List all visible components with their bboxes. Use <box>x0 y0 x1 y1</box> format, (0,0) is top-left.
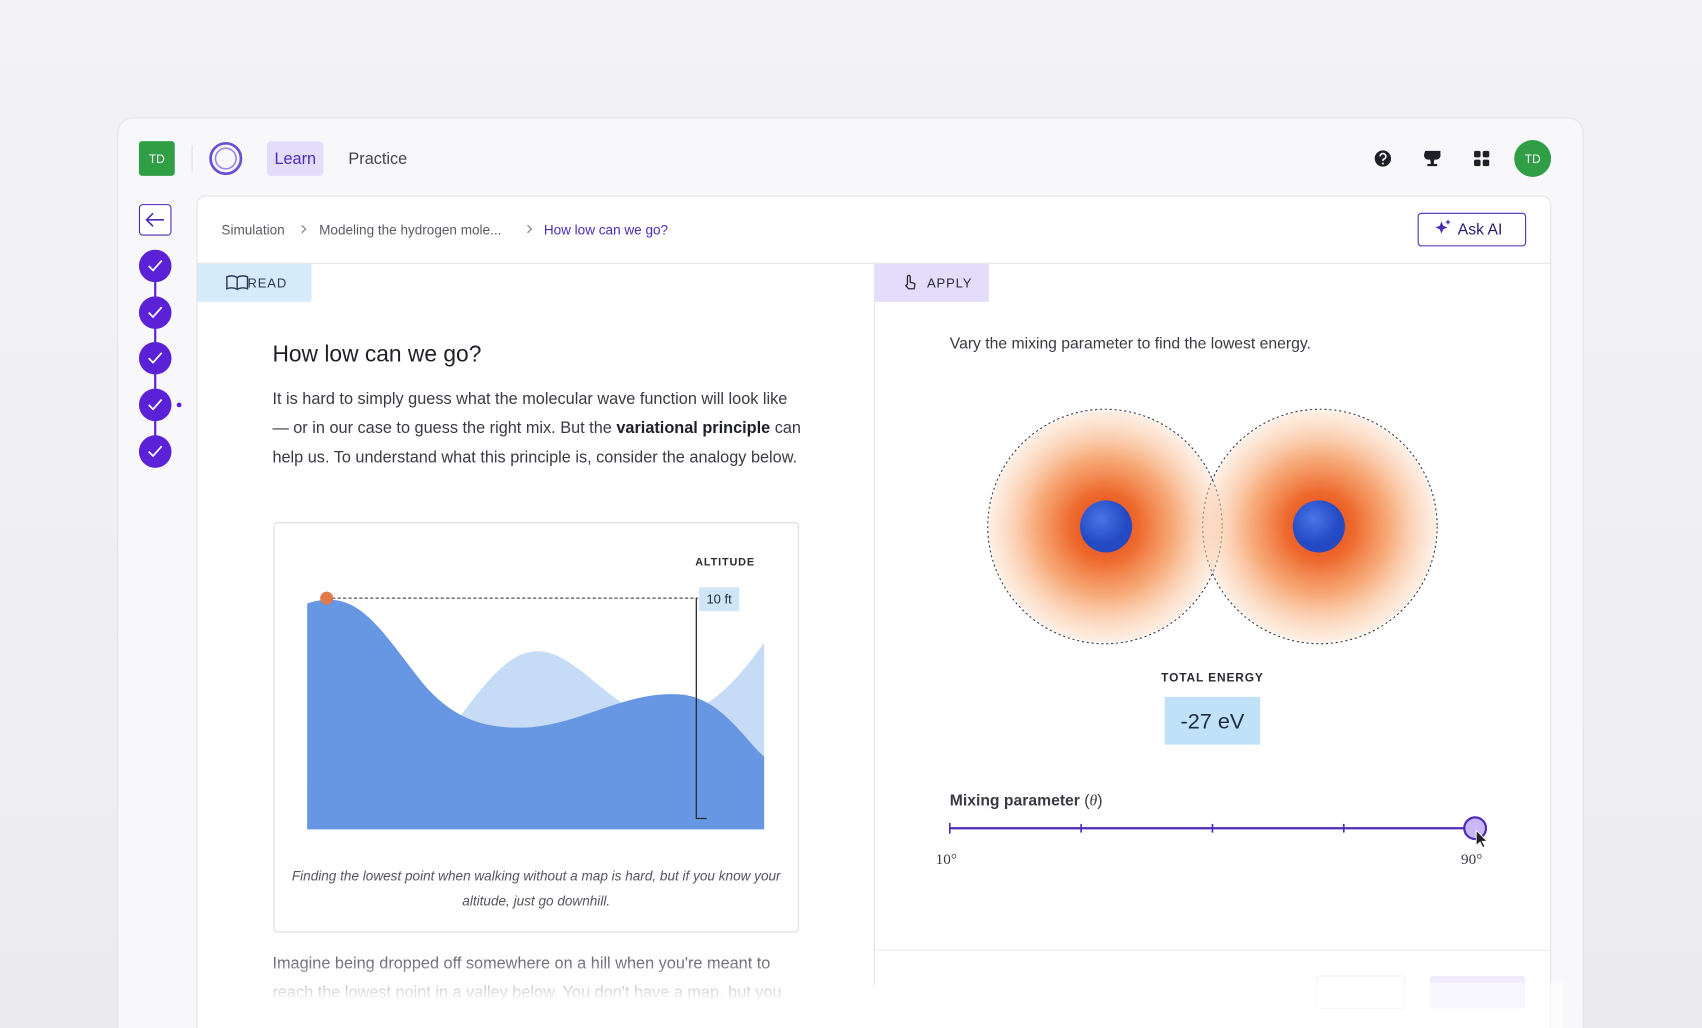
energy-label: TOTAL ENERGY <box>1161 671 1264 685</box>
mouse-cursor <box>1475 829 1489 849</box>
user-avatar[interactable] <box>1514 140 1552 177</box>
check-mark <box>148 306 163 319</box>
altitude-ruler <box>695 598 707 820</box>
ask-ai-label: Ask AI <box>1458 221 1503 238</box>
current-step-dot <box>176 402 182 408</box>
tab-learn[interactable] <box>267 141 324 176</box>
breadcrumb-current: How low can we go? <box>544 222 669 237</box>
slider-ticks <box>948 822 1345 834</box>
help-glyph <box>1379 152 1387 161</box>
slider-knob[interactable] <box>1463 816 1488 841</box>
slider-min-label: 10° <box>936 851 957 868</box>
nucleus <box>1292 500 1345 553</box>
help-circle <box>1374 150 1392 167</box>
ask-ai-button[interactable] <box>1417 212 1527 247</box>
help-dot <box>1381 162 1384 165</box>
step-complete[interactable] <box>138 435 172 468</box>
apps-icon[interactable] <box>1474 150 1490 167</box>
altitude-value-box <box>699 587 740 612</box>
logo[interactable] <box>209 141 243 176</box>
slider-symbol: θ <box>1090 792 1098 809</box>
back-arrow <box>145 212 164 227</box>
slider-label: Mixing parameter (θ) <box>950 792 1103 809</box>
breadcrumb-item[interactable]: Simulation <box>221 222 284 237</box>
trophy-icon[interactable] <box>1423 150 1441 167</box>
check-mark <box>148 352 163 364</box>
apply-instruction: Vary the mixing parameter to find the lo… <box>950 335 1311 352</box>
figure-caption: Finding the lowest point when walking wi… <box>291 868 781 909</box>
step-complete[interactable] <box>138 296 172 329</box>
step-complete[interactable] <box>138 249 172 283</box>
breadcrumb-item[interactable]: Modeling the hydrogen mole... <box>319 222 501 237</box>
text: can help us. To understand what this pri… <box>272 419 801 467</box>
read-tab-label: READ <box>247 276 287 291</box>
tab-learn-label: Learn <box>274 150 316 168</box>
paren: ( <box>1080 792 1090 809</box>
paren: ) <box>1097 792 1102 809</box>
apps-square <box>1474 159 1481 167</box>
logo-inner <box>214 147 237 170</box>
slider-label-text: Mixing parameter <box>950 792 1080 809</box>
tab-practice[interactable]: Practice <box>348 150 407 168</box>
check-mark <box>148 398 163 411</box>
book-icon <box>226 275 249 291</box>
altitude-label: ALTITUDE <box>695 557 755 569</box>
read-tab <box>197 263 312 302</box>
caption-box: Finding the lowest point when walking wi… <box>291 868 781 909</box>
apps-square <box>1482 150 1490 158</box>
hill-foreground <box>307 599 765 830</box>
bottom-fade <box>868 982 1564 1028</box>
workspace-avatar[interactable] <box>138 141 175 176</box>
read-paragraph-box: It is hard to simply guess what the mole… <box>272 384 804 472</box>
check-mark <box>148 445 163 458</box>
slider-max-label: 90° <box>1461 851 1482 868</box>
apply-tab <box>874 263 989 302</box>
breadcrumb-chevron <box>527 224 533 234</box>
nucleus <box>1080 500 1133 553</box>
read-paragraph: It is hard to simply guess what the mole… <box>272 384 804 472</box>
step-complete[interactable] <box>138 341 172 375</box>
sparkle-icon <box>1435 219 1451 234</box>
walker-dot <box>320 591 334 605</box>
energy-value: -27 eV <box>1181 708 1245 733</box>
altitude-value: 10 ft <box>706 592 732 607</box>
progress-steps <box>138 249 172 468</box>
molecule <box>987 408 1438 645</box>
text: It is hard to simply guess what the mole… <box>272 389 788 438</box>
breadcrumb-chevron <box>301 224 307 234</box>
hand-icon <box>904 274 916 290</box>
bold-term: variational principle <box>616 419 771 438</box>
apply-tab-label: APPLY <box>927 276 972 291</box>
continuation-box: Imagine being dropped off somewhere on a… <box>272 954 782 1002</box>
energy-box <box>1164 696 1261 745</box>
user-avatar-text: TD <box>1525 152 1541 166</box>
read-title: How low can we go? <box>272 340 481 366</box>
apps-square <box>1482 159 1490 167</box>
help-icon[interactable] <box>1374 150 1392 167</box>
check-mark <box>148 259 163 272</box>
step-complete[interactable] <box>138 388 172 422</box>
continuation-paragraph: Imagine being dropped off somewhere on a… <box>272 954 782 1002</box>
apps-square <box>1474 150 1481 158</box>
workspace-avatar-text: TD <box>149 152 165 166</box>
